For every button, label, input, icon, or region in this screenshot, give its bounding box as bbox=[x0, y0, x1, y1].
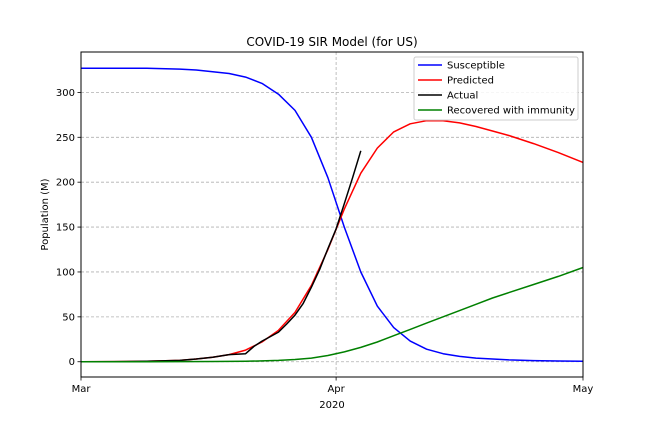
legend: Susceptible Predicted Actual Recovered with… bbox=[413, 56, 579, 121]
y-axis-ticks: 0 50 100 150 200 250 300 bbox=[56, 88, 81, 368]
grid-lines bbox=[81, 52, 583, 377]
series-lines bbox=[80, 67, 584, 363]
series-line-susceptible bbox=[81, 67, 584, 363]
series-line-recovered-with-immunity bbox=[81, 266, 584, 363]
y-tick-label: 250 bbox=[56, 133, 75, 144]
y-tick-label: 0 bbox=[69, 357, 75, 368]
legend-label: Susceptible bbox=[447, 61, 505, 72]
y-tick-label: 50 bbox=[62, 312, 75, 323]
x-axis-ticks: Mar Apr May bbox=[72, 377, 594, 395]
y-tick-label: 300 bbox=[56, 88, 75, 99]
series-line-actual bbox=[80, 150, 362, 363]
x-tick-label: Mar bbox=[72, 384, 92, 395]
chart-title: COVID-19 SIR Model (for US) bbox=[246, 35, 417, 49]
y-tick-label: 100 bbox=[56, 267, 75, 278]
y-axis-label: Population (M) bbox=[40, 178, 51, 250]
legend-box bbox=[413, 56, 579, 121]
y-tick-label: 150 bbox=[56, 223, 75, 234]
x-tick-label: May bbox=[573, 384, 594, 395]
legend-label: Predicted bbox=[447, 76, 494, 87]
legend-label: Recovered with immunity bbox=[447, 106, 575, 117]
plot-frame bbox=[80, 51, 584, 378]
legend-label: Actual bbox=[447, 91, 478, 102]
y-tick-label: 200 bbox=[56, 178, 75, 189]
x-axis-label: 2020 bbox=[319, 400, 344, 411]
x-tick-label: Apr bbox=[327, 384, 345, 395]
